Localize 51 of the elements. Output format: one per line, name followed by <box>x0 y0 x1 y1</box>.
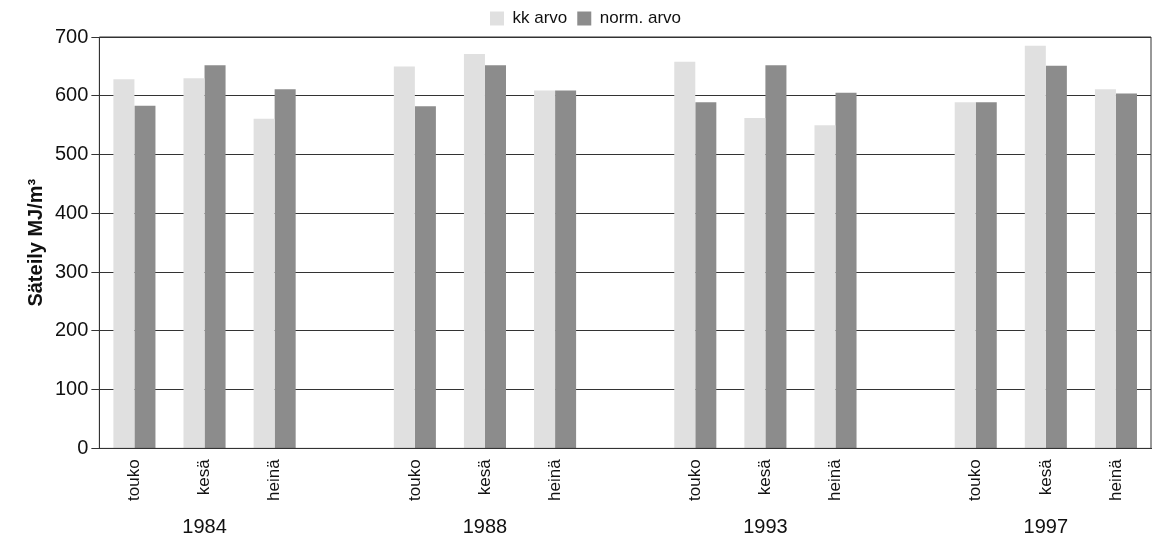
bar <box>555 90 577 448</box>
x-tick-label: kesä <box>474 458 494 496</box>
y-tick-label: 600 <box>54 83 89 106</box>
bar <box>1045 65 1067 448</box>
y-axis-title: Säteily MJ/m³ <box>23 178 46 307</box>
bar <box>274 89 296 448</box>
bar <box>204 65 226 448</box>
bar <box>113 79 135 448</box>
x-tick-label: touko <box>684 459 704 501</box>
y-tick-label: 100 <box>54 377 89 400</box>
y-tick-label: 500 <box>54 142 89 165</box>
y-tick-label: 700 <box>54 24 89 47</box>
x-tick-label: heinä <box>825 458 845 502</box>
bar <box>814 125 836 448</box>
y-tick-label: 0 <box>77 435 89 458</box>
x-tick-label: kesä <box>1035 458 1055 496</box>
text: 1993 <box>743 514 788 537</box>
bar <box>674 61 696 448</box>
x-tick-label: touko <box>965 459 985 501</box>
bar <box>835 92 857 448</box>
text: 1997 <box>1023 514 1069 537</box>
x-tick-label: touko <box>404 459 424 501</box>
x-tick-label: kesä <box>194 458 214 496</box>
x-tick-label: heinä <box>544 458 564 502</box>
legend-label: norm. arvo <box>599 8 682 28</box>
x-tick-label: touko <box>124 459 144 501</box>
text: 1984 <box>182 514 227 537</box>
bar <box>414 106 436 448</box>
x-tick-label: heinä <box>1105 458 1125 502</box>
text: 1988 <box>462 514 508 537</box>
bar <box>1024 45 1046 448</box>
bar <box>134 105 156 448</box>
bar <box>393 66 415 448</box>
bar <box>765 65 787 448</box>
bar <box>463 54 485 448</box>
bar <box>253 118 275 448</box>
bar <box>954 102 976 448</box>
bar <box>484 65 506 448</box>
bar <box>744 118 766 448</box>
bar <box>534 90 556 448</box>
x-tick-label: heinä <box>264 458 284 502</box>
legend-label: kk arvo <box>512 8 568 28</box>
y-tick-label: 300 <box>54 259 89 282</box>
bar <box>695 102 717 448</box>
bar <box>183 78 205 448</box>
bar <box>1094 89 1116 448</box>
x-tick-label: kesä <box>755 458 775 496</box>
y-tick-label: 400 <box>54 200 89 223</box>
bar <box>1115 93 1137 448</box>
y-tick-label: 200 <box>54 318 89 341</box>
bar <box>975 102 997 448</box>
